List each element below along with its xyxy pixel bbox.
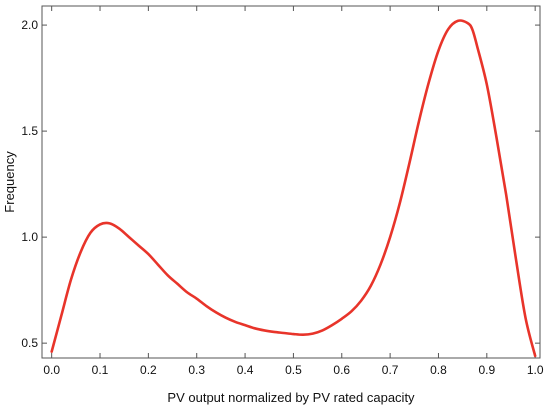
plot-frame [41, 5, 541, 359]
x-tick-label: 0.0 [43, 363, 60, 377]
x-tick-label: 0.9 [478, 363, 495, 377]
x-tick-label: 0.6 [333, 363, 350, 377]
x-tick-label: 0.1 [92, 363, 109, 377]
y-tick-label: 1.0 [21, 230, 38, 244]
y-tick-label: 1.5 [21, 124, 38, 138]
series-group [50, 19, 537, 358]
x-tick-label: 0.2 [140, 363, 157, 377]
axis-ticks: 0.0 0.1 0.2 0.3 0.4 0.5 0.6 0.7 0.8 0.9 1.0 0.5 1.0 1… [21, 6, 544, 377]
x-tick-label: 0.7 [382, 363, 399, 377]
y-tick-label: 2.0 [21, 18, 38, 32]
x-tick-label: 1.0 [527, 363, 544, 377]
x-tick-label: 0.8 [430, 363, 447, 377]
y-tick-label: 0.5 [21, 336, 38, 350]
x-tick-label: 0.3 [188, 363, 205, 377]
x-axis-label: PV output normalized by PV rated capacit… [167, 390, 415, 405]
density-line [50, 19, 537, 358]
x-tick-label: 0.4 [237, 363, 254, 377]
x-tick-label: 0.5 [285, 363, 302, 377]
y-axis-label: Frequency [2, 151, 17, 213]
